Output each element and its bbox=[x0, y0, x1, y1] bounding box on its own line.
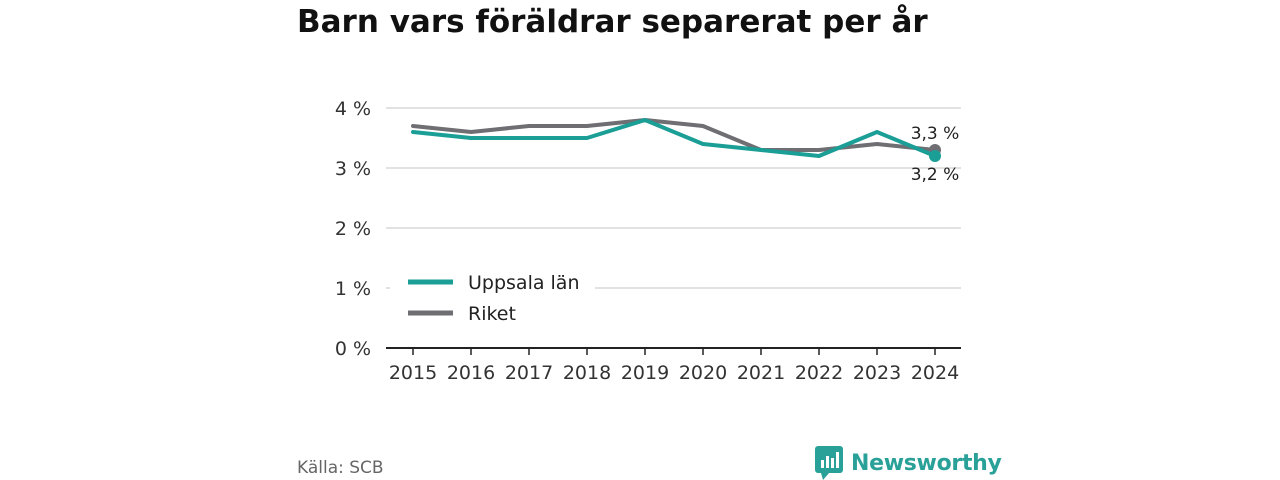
series-line-riket bbox=[411, 118, 937, 152]
legend: Uppsala län Riket bbox=[390, 268, 595, 327]
x-tick-label: 2023 bbox=[853, 362, 901, 384]
x-tick-label: 2019 bbox=[621, 362, 669, 384]
y-tick-label: 3 % bbox=[335, 158, 371, 180]
newsworthy-logo-icon bbox=[815, 446, 843, 480]
x-tick-label: 2015 bbox=[389, 362, 437, 384]
series-line-uppsala bbox=[411, 118, 937, 158]
brand: Newsworthy bbox=[815, 446, 1002, 480]
x-tick-label: 2016 bbox=[447, 362, 495, 384]
x-tick-label: 2024 bbox=[911, 362, 959, 384]
legend-item: Riket bbox=[390, 299, 595, 327]
x-tick-label: 2018 bbox=[563, 362, 611, 384]
y-tick-label: 4 % bbox=[335, 98, 371, 120]
source-note: Källa: SCB bbox=[297, 458, 384, 478]
end-label-riket: 3,3 % bbox=[911, 124, 960, 144]
legend-item: Uppsala län bbox=[390, 268, 595, 296]
x-tick-label: 2017 bbox=[505, 362, 553, 384]
end-labels: 3,3 % 3,2 % bbox=[911, 124, 960, 185]
y-tick-label: 0 % bbox=[335, 338, 371, 360]
y-axis-ticks: 0 % 1 % 2 % 3 % 4 % bbox=[335, 98, 371, 360]
chart-title: Barn vars föräldrar separerat per år bbox=[297, 4, 928, 40]
line-chart: 0 % 1 % 2 % 3 % 4 % 2015 2016 2017 2018 2019 2020… bbox=[335, 98, 961, 384]
y-tick-label: 2 % bbox=[335, 218, 371, 240]
series-end-point bbox=[929, 150, 941, 162]
x-axis-ticks: 2015 2016 2017 2018 2019 2020 2021 2022 2023 2024 bbox=[386, 347, 961, 384]
end-label-uppsala: 3,2 % bbox=[911, 165, 960, 185]
x-tick-label: 2022 bbox=[795, 362, 843, 384]
series-lines bbox=[411, 118, 941, 162]
x-tick-label: 2020 bbox=[679, 362, 727, 384]
y-tick-label: 1 % bbox=[335, 278, 371, 300]
x-tick-label: 2021 bbox=[737, 362, 785, 384]
brand-name: Newsworthy bbox=[851, 450, 1002, 476]
legend-label: Uppsala län bbox=[468, 272, 580, 294]
legend-label: Riket bbox=[468, 303, 516, 325]
